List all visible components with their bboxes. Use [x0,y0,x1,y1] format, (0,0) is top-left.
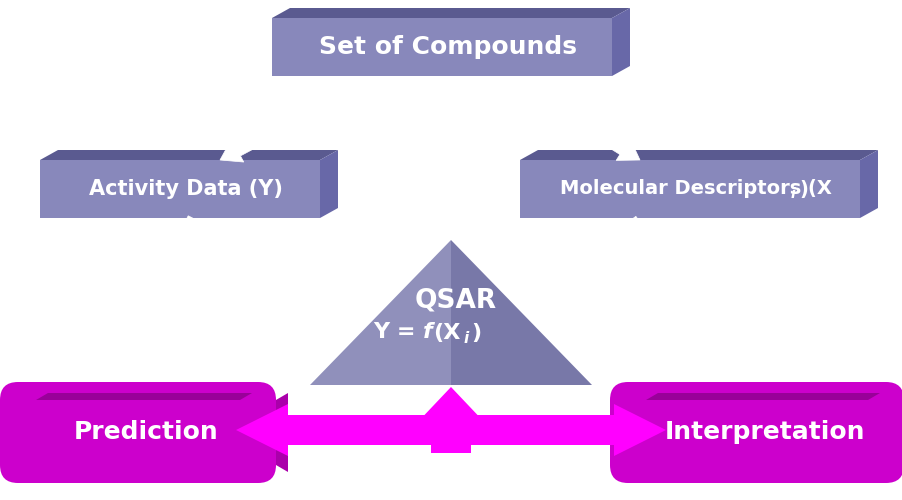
Text: ): ) [471,322,481,342]
Text: Set of Compounds: Set of Compounds [318,35,576,59]
Text: Activity Data (Y): Activity Data (Y) [89,179,282,199]
FancyBboxPatch shape [0,382,276,483]
Text: ): ) [798,180,807,199]
FancyBboxPatch shape [520,160,859,218]
Text: QSAR: QSAR [415,288,496,314]
Text: (X: (X [433,322,460,342]
Polygon shape [645,393,879,400]
Text: i: i [464,331,469,346]
Polygon shape [521,83,640,160]
Polygon shape [220,82,357,162]
Polygon shape [235,404,666,456]
Polygon shape [520,216,643,310]
Polygon shape [276,393,288,472]
Polygon shape [859,150,877,218]
Text: Prediction: Prediction [74,420,218,444]
Polygon shape [272,8,630,18]
Polygon shape [40,150,337,160]
Text: f: f [422,322,432,342]
FancyBboxPatch shape [272,18,612,76]
FancyBboxPatch shape [610,382,902,483]
Polygon shape [450,240,592,385]
Text: Interpretation: Interpretation [664,420,864,444]
Polygon shape [612,8,630,76]
Polygon shape [309,240,450,385]
Polygon shape [415,387,486,453]
Text: i: i [790,187,795,201]
Polygon shape [319,150,337,218]
Polygon shape [36,393,252,400]
FancyBboxPatch shape [40,160,319,218]
Text: Molecular Descriptors (X: Molecular Descriptors (X [559,180,831,199]
Text: Y =: Y = [373,322,422,342]
Polygon shape [181,216,354,312]
Polygon shape [520,150,877,160]
